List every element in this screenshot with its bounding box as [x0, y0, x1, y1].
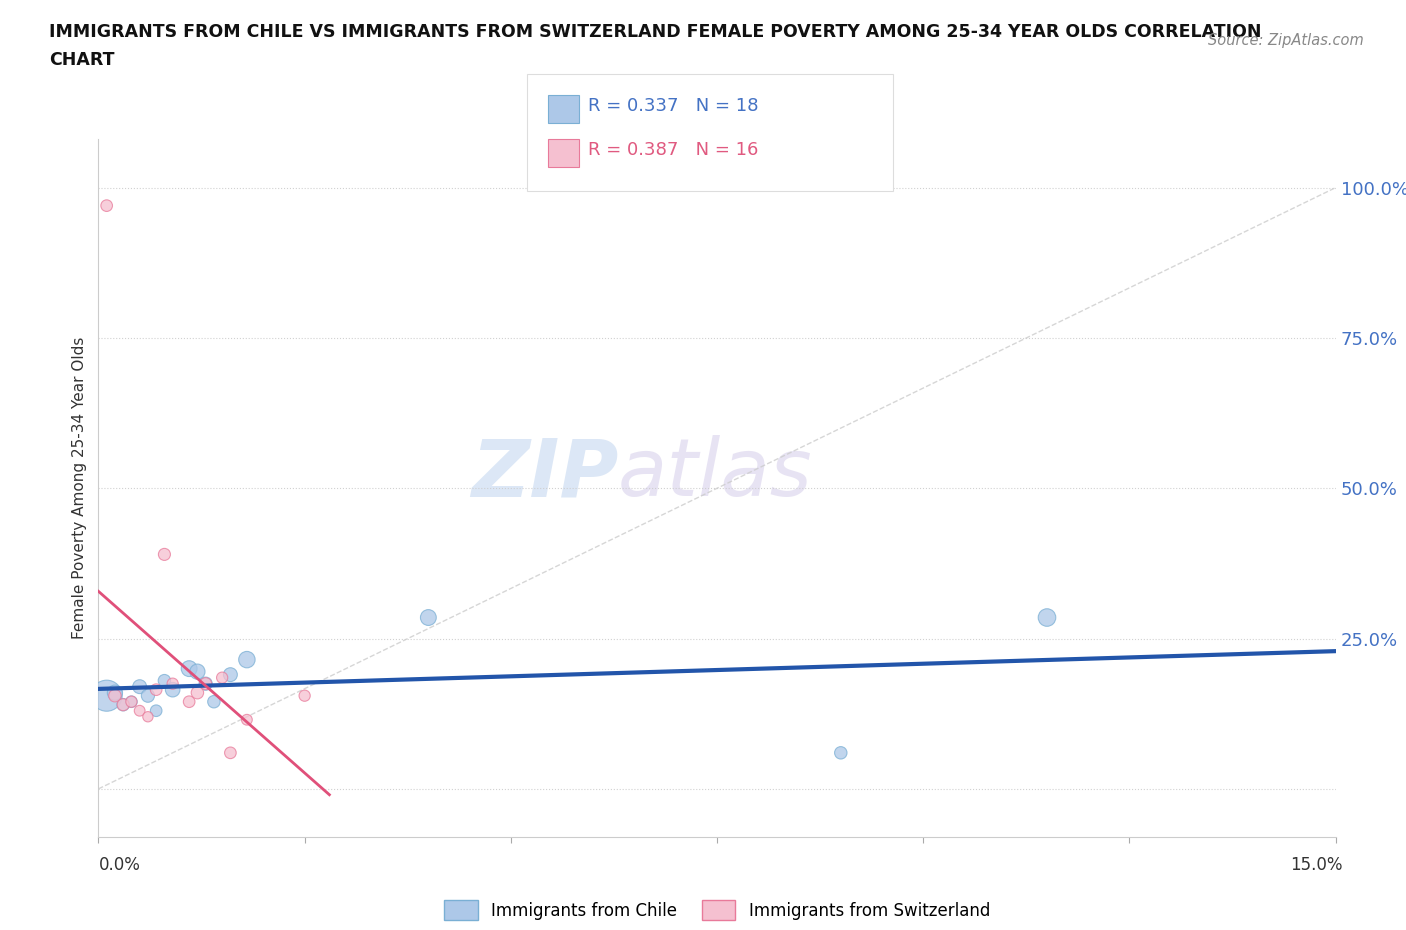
Text: Source: ZipAtlas.com: Source: ZipAtlas.com [1208, 33, 1364, 47]
Point [219, 667, 242, 682]
Text: R = 0.337   N = 18: R = 0.337 N = 18 [588, 97, 758, 114]
Point [153, 547, 176, 562]
Text: 15.0%: 15.0% [1291, 856, 1343, 873]
Text: IMMIGRANTS FROM CHILE VS IMMIGRANTS FROM SWITZERLAND FEMALE POVERTY AMONG 25-34 : IMMIGRANTS FROM CHILE VS IMMIGRANTS FROM… [49, 23, 1261, 41]
Point [112, 698, 135, 712]
Point [202, 695, 225, 710]
Point [104, 685, 127, 700]
Point [179, 661, 201, 676]
Text: 0.0%: 0.0% [98, 856, 141, 873]
Point [219, 745, 242, 760]
Point [153, 673, 176, 688]
Point [418, 610, 440, 625]
Point [294, 688, 316, 703]
Text: CHART: CHART [49, 51, 115, 69]
Point [162, 683, 184, 698]
Point [186, 685, 208, 700]
Point [96, 688, 118, 703]
Point [162, 676, 184, 691]
Point [186, 664, 208, 679]
Point [120, 695, 142, 710]
Point [128, 679, 150, 694]
Point [136, 688, 159, 703]
Point [145, 703, 167, 718]
Y-axis label: Female Poverty Among 25-34 Year Olds: Female Poverty Among 25-34 Year Olds [72, 337, 87, 640]
Point [120, 695, 142, 710]
Point [236, 652, 259, 667]
Point [211, 671, 233, 685]
Text: ZIP: ZIP [471, 435, 619, 513]
Point [236, 712, 259, 727]
Point [830, 745, 852, 760]
Point [194, 676, 217, 691]
Point [136, 710, 159, 724]
Text: atlas: atlas [619, 435, 813, 513]
Point [1036, 610, 1059, 625]
Point [104, 688, 127, 703]
Point [194, 676, 217, 691]
Point [112, 698, 135, 712]
Point [128, 703, 150, 718]
Legend: Immigrants from Chile, Immigrants from Switzerland: Immigrants from Chile, Immigrants from S… [437, 894, 997, 926]
Point [96, 198, 118, 213]
Point [179, 695, 201, 710]
Point [145, 683, 167, 698]
Text: R = 0.387   N = 16: R = 0.387 N = 16 [588, 141, 758, 159]
